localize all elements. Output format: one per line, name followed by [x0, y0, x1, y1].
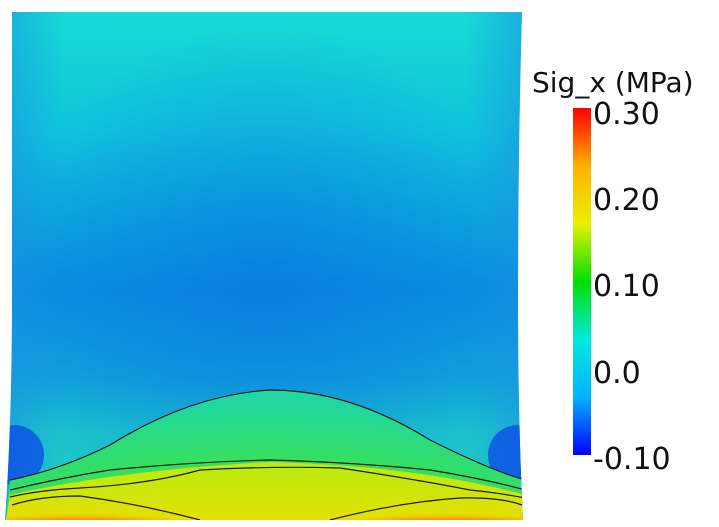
tick-label-zero: 0.0 [593, 356, 641, 391]
legend-title: Sig_x (MPa) [532, 66, 694, 99]
tick-label-0-20: 0.20 [593, 183, 660, 218]
colorbar [573, 108, 591, 455]
colorbar-gradient [573, 108, 591, 455]
tick-label-0-10: 0.10 [593, 269, 660, 304]
tick-label-max: 0.30 [593, 97, 660, 132]
tick-label-min: -0.10 [593, 442, 671, 477]
stress-field [5, 12, 523, 520]
